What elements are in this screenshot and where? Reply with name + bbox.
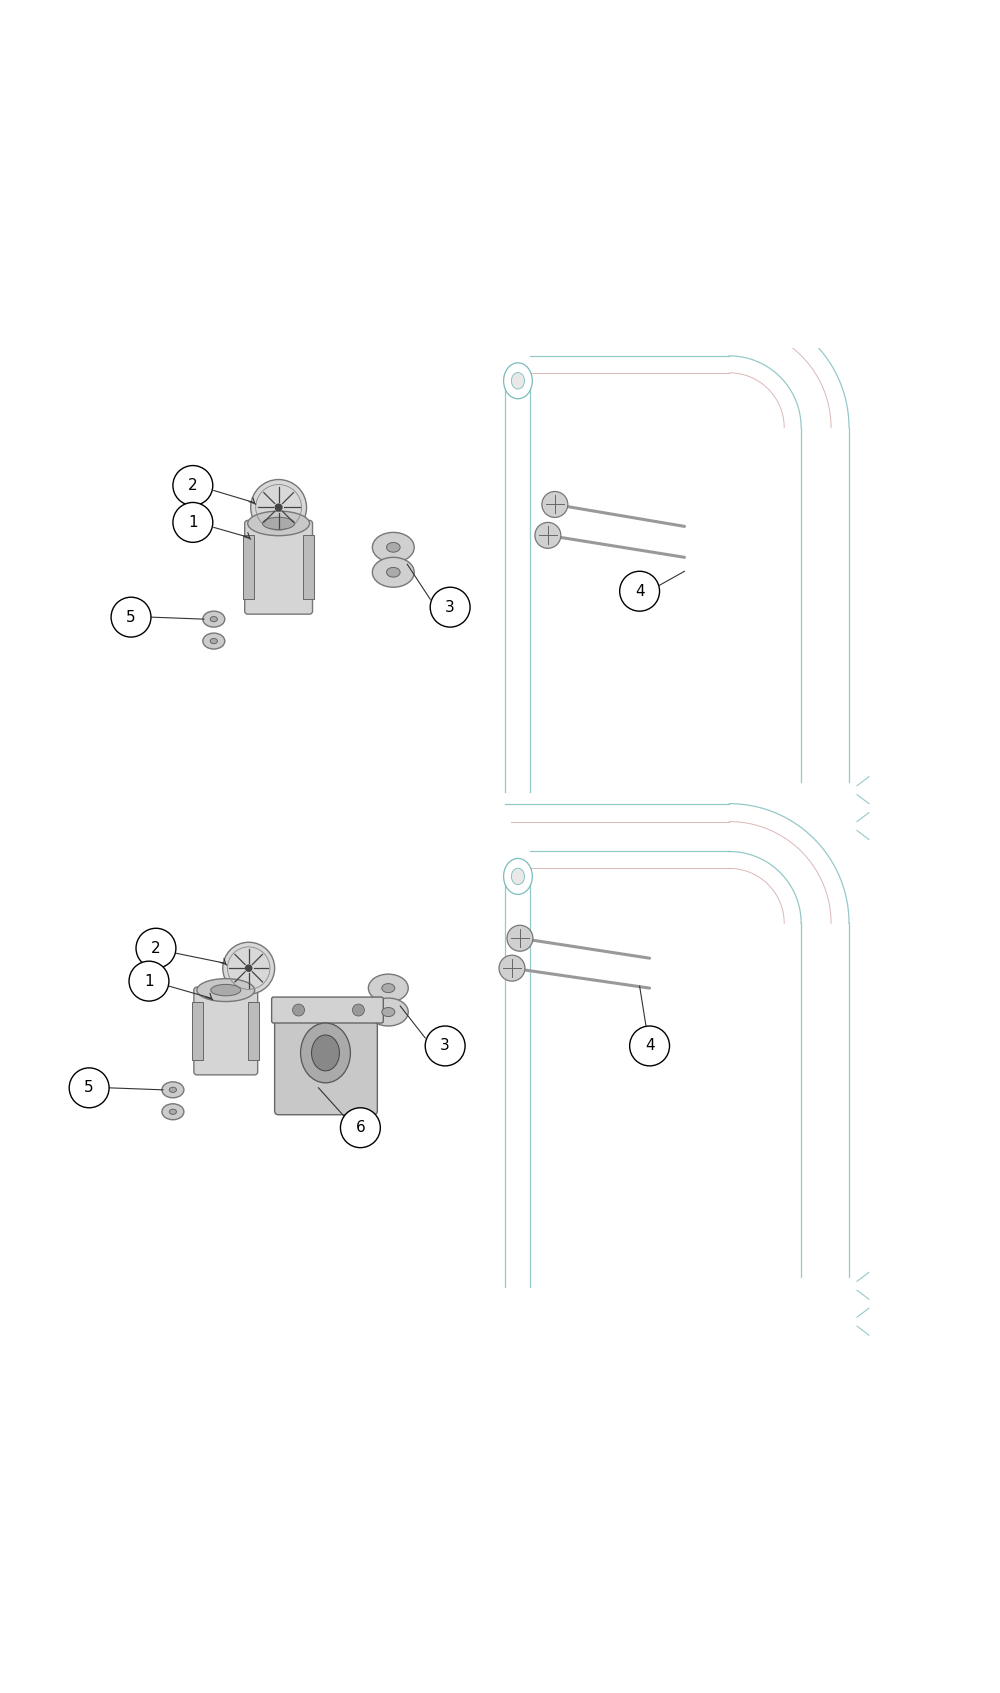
Text: 1: 1 bbox=[144, 973, 154, 989]
Circle shape bbox=[173, 466, 213, 506]
Circle shape bbox=[136, 928, 176, 968]
Ellipse shape bbox=[368, 973, 408, 1002]
Circle shape bbox=[173, 503, 213, 542]
Circle shape bbox=[293, 1004, 305, 1016]
Circle shape bbox=[542, 491, 568, 518]
Ellipse shape bbox=[301, 1023, 350, 1084]
Ellipse shape bbox=[511, 869, 525, 885]
Ellipse shape bbox=[386, 567, 400, 577]
Ellipse shape bbox=[169, 1109, 176, 1114]
Text: 2: 2 bbox=[188, 477, 198, 493]
Ellipse shape bbox=[504, 858, 532, 894]
Text: 5: 5 bbox=[126, 609, 136, 625]
Ellipse shape bbox=[312, 1034, 339, 1072]
Ellipse shape bbox=[203, 633, 225, 648]
Bar bbox=[303, 535, 314, 599]
Circle shape bbox=[507, 926, 533, 951]
Circle shape bbox=[430, 587, 470, 626]
Circle shape bbox=[246, 965, 252, 972]
Ellipse shape bbox=[210, 616, 217, 621]
Ellipse shape bbox=[197, 979, 255, 1002]
Ellipse shape bbox=[162, 1082, 184, 1097]
FancyBboxPatch shape bbox=[275, 1012, 377, 1114]
Circle shape bbox=[425, 1026, 465, 1067]
Text: 4: 4 bbox=[635, 584, 644, 599]
Text: 5: 5 bbox=[84, 1080, 94, 1095]
Text: 1: 1 bbox=[188, 515, 198, 530]
Ellipse shape bbox=[203, 611, 225, 626]
FancyBboxPatch shape bbox=[245, 520, 313, 615]
Ellipse shape bbox=[248, 511, 310, 535]
Text: 2: 2 bbox=[151, 941, 161, 957]
Ellipse shape bbox=[386, 542, 400, 552]
Ellipse shape bbox=[511, 372, 525, 389]
FancyBboxPatch shape bbox=[272, 997, 383, 1023]
Ellipse shape bbox=[169, 1087, 176, 1092]
Ellipse shape bbox=[372, 532, 414, 562]
Circle shape bbox=[630, 1026, 670, 1067]
Ellipse shape bbox=[382, 984, 395, 992]
Circle shape bbox=[111, 598, 151, 637]
Text: 3: 3 bbox=[440, 1038, 450, 1053]
Circle shape bbox=[352, 1004, 364, 1016]
Circle shape bbox=[620, 571, 660, 611]
Circle shape bbox=[275, 505, 282, 511]
Ellipse shape bbox=[210, 638, 217, 643]
Ellipse shape bbox=[368, 999, 408, 1026]
Text: 3: 3 bbox=[445, 599, 455, 615]
Ellipse shape bbox=[382, 1007, 395, 1016]
Ellipse shape bbox=[162, 1104, 184, 1119]
Ellipse shape bbox=[372, 557, 414, 587]
Circle shape bbox=[251, 479, 307, 535]
Circle shape bbox=[340, 1107, 380, 1148]
FancyBboxPatch shape bbox=[194, 987, 258, 1075]
Circle shape bbox=[499, 955, 525, 982]
Ellipse shape bbox=[263, 518, 295, 530]
Text: 4: 4 bbox=[645, 1038, 654, 1053]
Circle shape bbox=[129, 962, 169, 1001]
Circle shape bbox=[69, 1068, 109, 1107]
Bar bbox=[192, 1002, 203, 1060]
Circle shape bbox=[223, 943, 275, 994]
Ellipse shape bbox=[211, 984, 241, 995]
Bar bbox=[243, 535, 254, 599]
Bar bbox=[248, 1002, 259, 1060]
Circle shape bbox=[535, 523, 561, 549]
Ellipse shape bbox=[504, 362, 532, 400]
Text: 6: 6 bbox=[356, 1121, 365, 1136]
